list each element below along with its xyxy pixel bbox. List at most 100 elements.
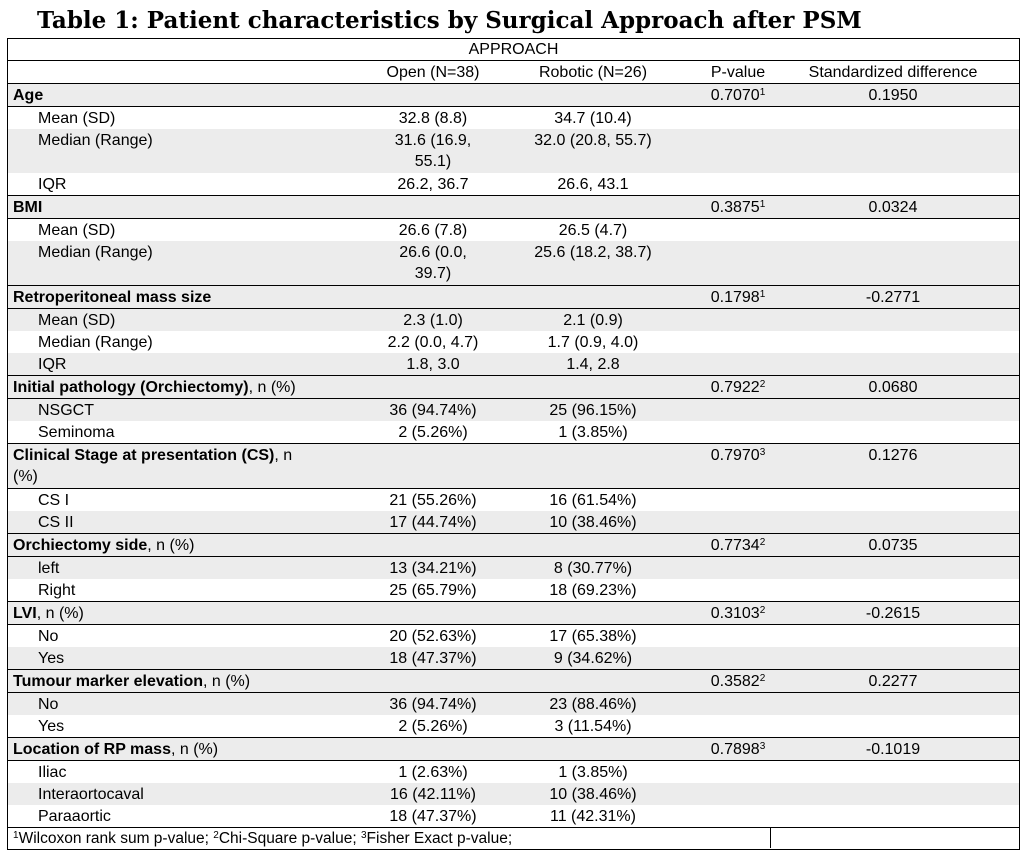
row-label: No [38,694,368,715]
row-label-suffix-2: (%) [13,468,38,485]
row-label: Seminoma [38,422,368,443]
row-label: IQR [38,354,368,375]
robotic-value: 23 (88.46%) [549,696,637,713]
p-value: 0.79222 [688,377,788,398]
row-label-text: CS II [38,514,74,531]
robotic-value: 8 (30.77%) [553,560,633,577]
open-value-text: 18 (47.37%) [389,650,477,667]
row-label: NSGCT [38,400,368,421]
row-label-text: No [38,628,59,645]
standardized-difference: 0.0680 [868,379,918,396]
open-value-text: 16 (42.11%) [390,786,476,803]
robotic-value: 16 (61.54%) [549,492,637,509]
row-label-text: Mean (SD) [38,110,116,127]
p-value-text: 0.7922 [710,379,760,396]
open-value-text: 26.2, 36.7 [397,176,469,193]
row-label: Mean (SD) [38,108,368,129]
table-row: Mean (SD) 2.3 (1.0) 2.1 (0.9) [8,309,1019,331]
standardized-difference: 0.0324 [868,199,918,216]
table-row: Median (Range) 31.6 (16.9, 55.1) 32.0 (20.8… [8,129,1019,173]
open-value: 2 (5.26%) [368,716,498,737]
open-value: 2.2 (0.0, 4.7) [368,332,498,353]
p-value-footnote-mark: 3 [759,741,766,752]
p-value-text: 0.3875 [710,199,760,216]
header-row: Open (N=38) Robotic (N=26) P-value Stand… [8,61,1019,84]
open-value-text: 25 (65.79%) [389,582,477,599]
open-value-text: 2 (5.26%) [398,718,468,735]
table-row: Right 25 (65.79%) 18 (69.23%) [8,579,1019,602]
row-label-text: Retroperitoneal mass size [13,289,212,306]
robotic-value: 9 (34.62%) [553,650,633,667]
p-value: 0.77342 [688,535,788,556]
table-row: No 20 (52.63%) 17 (65.38%) [8,625,1019,647]
table-row: Median (Range) 26.6 (0.0, 39.7) 25.6 (18.2,… [8,241,1019,286]
open-value: 17 (44.74%) [368,512,498,533]
p-value: 0.78983 [688,739,788,760]
robotic-value: 17 (65.38%) [549,628,637,645]
robotic-value: 10 (38.46%) [549,786,637,803]
row-label-suffix: , n (%) [248,379,296,396]
open-value: 20 (52.63%) [368,626,498,647]
open-value-text-2: 39.7) [414,265,452,282]
open-value: 26.2, 36.7 [368,174,498,195]
open-value-text: 13 (34.21%) [389,560,477,577]
row-label: Initial pathology (Orchiectomy), n (%) [13,377,368,398]
row-label-text: LVI [13,605,37,622]
header-pvalue: P-value [710,64,766,81]
open-value-text: 26.6 (7.8) [398,222,468,239]
row-label-text: Yes [38,718,65,735]
row-label-suffix: , n (%) [202,673,251,690]
robotic-value: 1.4, 2.8 [566,356,620,373]
row-label-text: BMI [13,199,43,216]
row-label: CS II [38,512,368,533]
row-label: Median (Range) [38,332,368,353]
open-value-text: 31.6 (16.9, [394,132,472,149]
open-value: 1.8, 3.0 [368,354,498,375]
robotic-value: 34.7 (10.4) [554,110,632,127]
robotic-value: 1 (3.85%) [558,424,628,441]
standardized-difference: 0.1276 [868,447,918,464]
open-value: 18 (47.37%) [368,806,498,827]
table-row: Mean (SD) 26.6 (7.8) 26.5 (4.7) [8,219,1019,241]
row-label: Median (Range) [38,242,368,263]
row-label-text: Tumour marker elevation [13,673,203,690]
footnote: 1Wilcoxon rank sum p-value; 2Chi-Square … [13,830,513,847]
robotic-value: 3 (11.54%) [554,718,632,735]
open-value: 2 (5.26%) [368,422,498,443]
p-value-footnote-mark: 1 [759,87,766,98]
row-label: Yes [38,716,368,737]
p-value-text: 0.7734 [710,537,760,554]
open-value-text: 2 (5.26%) [398,424,468,441]
table-row: IQR 1.8, 3.0 1.4, 2.8 [8,353,1019,376]
row-label: Right [38,580,368,601]
header-open: Open (N=38) [386,64,480,81]
table-row: Seminoma 2 (5.26%) 1 (3.85%) [8,421,1019,444]
p-value-footnote-mark: 3 [759,447,766,458]
row-label-suffix: , n [274,447,293,464]
row-label-text: Mean (SD) [38,222,116,239]
open-value: 25 (65.79%) [368,580,498,601]
row-label-text: Orchiectomy side [13,537,148,554]
row-label-text: Initial pathology (Orchiectomy) [13,379,249,396]
open-value: 13 (34.21%) [368,558,498,579]
standardized-difference: -0.2771 [865,289,921,306]
row-label: Mean (SD) [38,310,368,331]
row-label: Interaortocaval [38,784,368,805]
table-row: IQR 26.2, 36.7 26.6, 43.1 [8,173,1019,196]
row-label-text: NSGCT [38,402,94,419]
robotic-value: 2.1 (0.9) [563,312,623,329]
row-label-text: Median (Range) [38,132,153,149]
p-value-text: 0.3582 [710,673,760,690]
table-row: left 13 (34.21%) 8 (30.77%) [8,557,1019,579]
robotic-value: 26.6, 43.1 [557,176,629,193]
robotic-value: 1 (3.85%) [558,764,628,781]
robotic-value: 25.6 (18.2, 38.7) [534,244,652,261]
table-group-row: Location of RP mass, n (%) 0.78983 -0.1019 [8,738,1019,761]
row-label: No [38,626,368,647]
row-label-text: Mean (SD) [38,312,116,329]
row-label-text: CS I [38,492,70,509]
row-label: Median (Range) [38,130,368,151]
table-title: Table 1: Patient characteristics by Surg… [37,7,862,34]
p-value: 0.70701 [688,85,788,106]
row-label-suffix: , n (%) [36,605,84,622]
